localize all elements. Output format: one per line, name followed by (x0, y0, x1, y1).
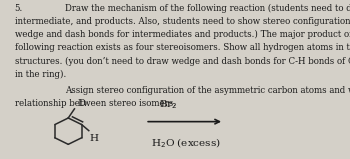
Text: H: H (90, 134, 98, 142)
Text: wedge and dash bonds for intermediates and products.) The major product of the: wedge and dash bonds for intermediates a… (15, 30, 350, 39)
Text: 5.: 5. (15, 4, 23, 13)
Text: relationship between stereo isomers.: relationship between stereo isomers. (15, 99, 176, 108)
Text: H$_2$O (excess): H$_2$O (excess) (151, 136, 221, 150)
Text: Draw the mechanism of the following reaction (students need to draw arrows,: Draw the mechanism of the following reac… (65, 4, 350, 13)
Text: intermediate, and products. Also, students need to show stereo configuration by : intermediate, and products. Also, studen… (15, 17, 350, 26)
Text: structures. (you don’t need to draw wedge and dash bonds for C-H bonds of CH2 gr: structures. (you don’t need to draw wedg… (15, 57, 350, 66)
Text: in the ring).: in the ring). (15, 70, 66, 79)
Text: following reaction exists as four stereoisomers. Show all hydrogen atoms in the: following reaction exists as four stereo… (15, 43, 350, 52)
Text: Assign stereo configuration of the asymmetric carbon atoms and write the: Assign stereo configuration of the asymm… (65, 86, 350, 95)
Text: Br$_2$: Br$_2$ (159, 98, 178, 111)
Text: D: D (77, 99, 85, 108)
